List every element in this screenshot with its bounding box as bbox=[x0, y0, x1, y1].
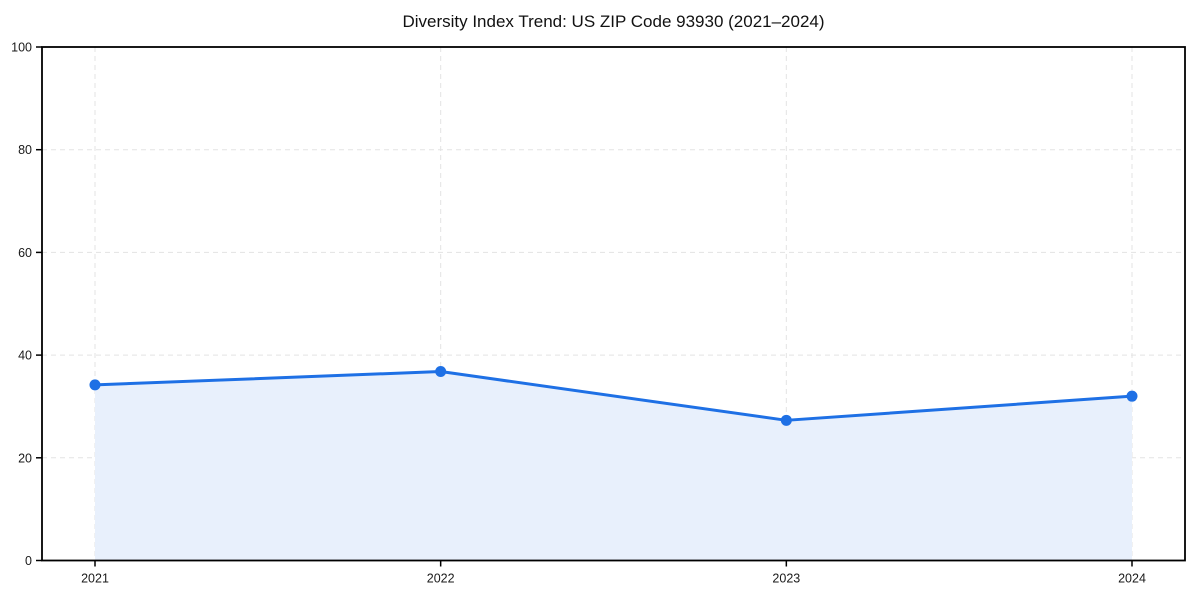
y-tick-label: 100 bbox=[11, 41, 32, 55]
x-tick-label: 2022 bbox=[427, 572, 455, 586]
data-point-2023 bbox=[780, 414, 792, 426]
x-tick-label: 2024 bbox=[1118, 572, 1146, 586]
data-point-2024 bbox=[1126, 390, 1138, 402]
x-tick-label: 2023 bbox=[772, 572, 800, 586]
plot-border bbox=[41, 46, 1186, 562]
area-fill bbox=[95, 371, 1132, 561]
data-point-2021 bbox=[89, 379, 101, 391]
y-tick-label: 40 bbox=[18, 349, 32, 363]
trend-line bbox=[93, 370, 1134, 422]
y-tick-label: 80 bbox=[18, 143, 32, 157]
chart-title: Diversity Index Trend: US ZIP Code 93930… bbox=[402, 12, 825, 31]
y-tick-label: 20 bbox=[18, 451, 32, 465]
data-point-2022 bbox=[435, 366, 447, 378]
y-tick-label: 0 bbox=[25, 554, 32, 568]
y-tick-label: 60 bbox=[18, 246, 32, 260]
x-tick-label: 2021 bbox=[81, 572, 109, 586]
